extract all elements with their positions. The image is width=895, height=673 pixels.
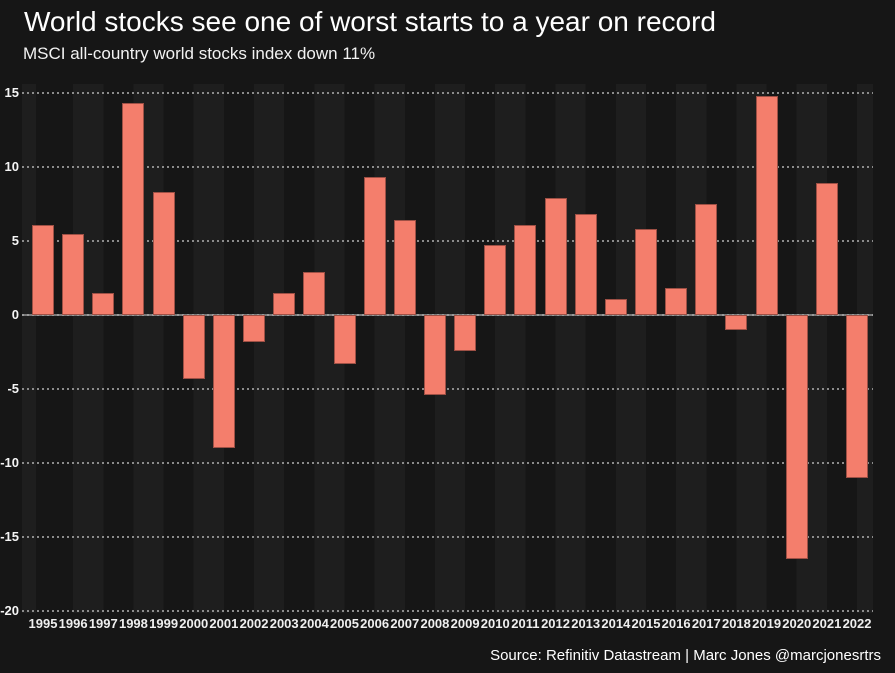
x-axis-label-2014: 2014 xyxy=(601,616,631,631)
x-axis-label-2016: 2016 xyxy=(661,616,691,631)
x-axis-label-2020: 2020 xyxy=(782,616,812,631)
x-axis-label-2005: 2005 xyxy=(330,616,359,631)
x-axis-label-2015: 2015 xyxy=(631,616,661,631)
bar-2008 xyxy=(423,315,446,395)
y-axis-label: -15 xyxy=(0,529,19,544)
bar-2003 xyxy=(273,292,296,315)
x-axis-label-2000: 2000 xyxy=(179,616,209,631)
bar-1996 xyxy=(62,233,85,315)
bar-2004 xyxy=(303,272,326,315)
x-axis-label-1995: 1995 xyxy=(28,616,58,631)
gridline-y-10 xyxy=(22,166,873,168)
bar-1999 xyxy=(152,192,175,315)
bar-2017 xyxy=(695,204,718,315)
bar-1995 xyxy=(32,224,54,315)
bar-1997 xyxy=(92,292,115,315)
bar-2001 xyxy=(212,315,235,449)
bar-2019 xyxy=(755,95,778,315)
x-axis-label-2019: 2019 xyxy=(752,616,782,631)
chart-title: World stocks see one of worst starts to … xyxy=(24,6,717,37)
x-axis-label-2001: 2001 xyxy=(209,616,239,631)
gridline-y--10 xyxy=(22,462,873,464)
gridline-y--20 xyxy=(22,610,873,612)
x-axis-label-2009: 2009 xyxy=(450,616,480,631)
x-axis-label-2011: 2011 xyxy=(511,616,540,631)
x-axis-label-2002: 2002 xyxy=(239,616,269,631)
x-axis-label-1998: 1998 xyxy=(118,616,148,631)
bar-chart-plot-area xyxy=(22,84,873,613)
gridline-y-0 xyxy=(22,314,873,316)
x-axis-label-2012: 2012 xyxy=(541,616,570,631)
x-axis-label-2018: 2018 xyxy=(721,616,751,631)
bar-2009 xyxy=(454,315,477,351)
x-axis-label-2013: 2013 xyxy=(571,616,601,631)
gridline-y--15 xyxy=(22,536,873,538)
bar-2010 xyxy=(484,245,507,315)
x-axis-label-2017: 2017 xyxy=(691,616,721,631)
x-axis-label-1996: 1996 xyxy=(58,616,88,631)
bar-2016 xyxy=(665,288,688,315)
x-axis-label-2021: 2021 xyxy=(812,616,842,631)
bar-2000 xyxy=(182,315,205,379)
gridline-y--5 xyxy=(22,388,873,390)
x-axis-label-1999: 1999 xyxy=(149,616,179,631)
x-axis-label-2022: 2022 xyxy=(842,616,872,631)
bar-2007 xyxy=(393,220,416,315)
y-axis-label: 10 xyxy=(4,159,19,174)
y-axis-label: -10 xyxy=(0,455,19,470)
bar-2022 xyxy=(846,315,869,478)
x-axis-label-2006: 2006 xyxy=(360,616,390,631)
y-axis-label: 0 xyxy=(11,307,19,322)
bar-2013 xyxy=(574,214,597,315)
y-axis-label: -20 xyxy=(0,603,19,618)
x-axis-label-2003: 2003 xyxy=(269,616,299,631)
gridline-y-5 xyxy=(22,240,873,242)
source-credit: Source: Refinitiv Datastream | Marc Jone… xyxy=(490,647,881,664)
y-axis-label: 5 xyxy=(11,233,19,248)
bar-2021 xyxy=(815,183,838,315)
bar-1998 xyxy=(122,103,145,315)
y-axis-label: 15 xyxy=(4,85,19,100)
bar-2012 xyxy=(544,198,567,315)
x-axis-label-2008: 2008 xyxy=(420,616,450,631)
bar-2005 xyxy=(333,315,356,364)
bar-2006 xyxy=(363,177,386,315)
bar-2015 xyxy=(635,229,657,315)
x-axis-label-1997: 1997 xyxy=(88,616,118,631)
bar-2018 xyxy=(725,315,748,330)
x-axis-label-2007: 2007 xyxy=(390,616,420,631)
bar-2020 xyxy=(785,315,808,560)
bar-2011 xyxy=(514,224,537,315)
bar-2014 xyxy=(604,298,627,315)
gridline-y-15 xyxy=(22,92,873,94)
x-axis-label-2004: 2004 xyxy=(299,616,329,631)
x-axis-label-2010: 2010 xyxy=(480,616,510,631)
y-axis-label: -5 xyxy=(7,381,19,396)
chart-subtitle: MSCI all-country world stocks index down… xyxy=(23,44,376,63)
bar-2002 xyxy=(243,315,266,342)
